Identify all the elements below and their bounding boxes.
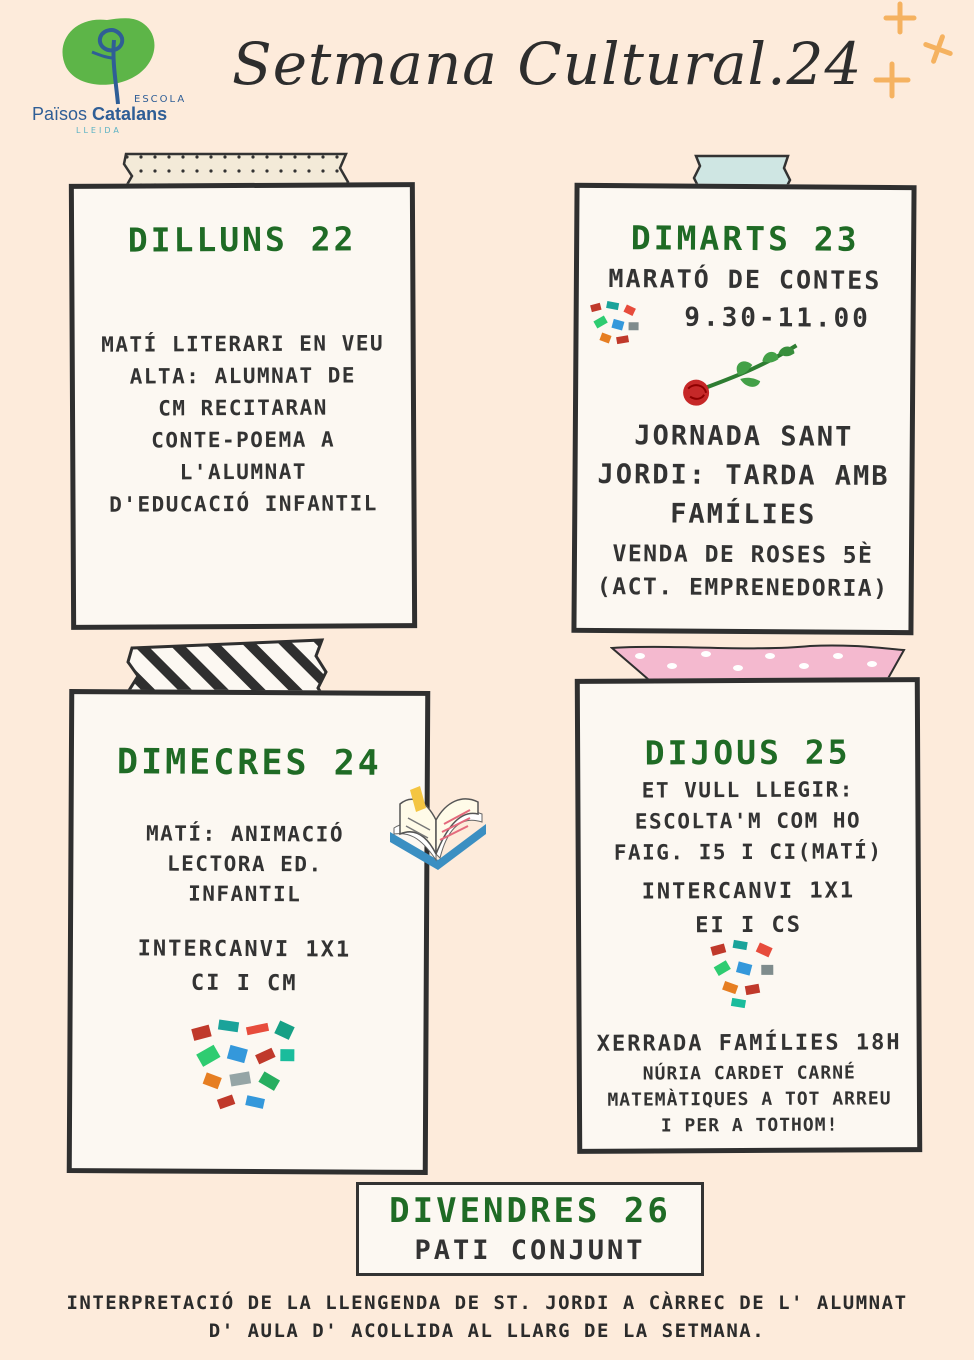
- thursday-et-vull-llegir: ET VULL LLEGIR: ESCOLTA'M COM HO FAIG. I…: [613, 777, 883, 865]
- monday-description: MATÍ LITERARI EN VEU ALTA: ALUMNAT DE CM…: [101, 331, 385, 517]
- books-cluster-icon: [191, 1019, 295, 1110]
- books-cluster-icon: [710, 939, 774, 1009]
- thursday-intercanvi: INTERCANVI 1X1 EI I CS: [641, 878, 856, 939]
- school-logo: ESCOLA Països Catalans LLEIDA: [28, 12, 203, 135]
- day-title-friday: DIVENDRES 26: [389, 1191, 671, 1231]
- logo-tree-icon: [62, 18, 155, 105]
- card-friday: DIVENDRES 26 PATI CONJUNT: [356, 1182, 704, 1276]
- page-title: Setmana Cultural.24: [232, 30, 863, 98]
- thursday-xerrada: XERRADA FAMÍLIES 18H: [596, 1030, 902, 1057]
- tuesday-sant-jordi: JORNADA SANT JORDI: TARDA AMB FAMÍLIES: [597, 420, 890, 531]
- rose-icon: [683, 343, 798, 406]
- footer-line-1: INTERPRETACIÓ DE LA LLENGENDA DE ST. JOR…: [66, 1292, 908, 1314]
- footer-line-2: D' AULA D' ACOLLIDA AL LLARG DE LA SETMA…: [208, 1319, 766, 1342]
- card-wednesday: DIMECRES 24 MATÍ: ANIMACIÓ LECTORA ED. I…: [66, 689, 431, 1175]
- logo-school-name: Països Catalans: [32, 104, 168, 124]
- sparkle-icon: [873, 1, 953, 99]
- tuesday-time: 9.30-11.00: [684, 302, 872, 334]
- tuesday-event-marato: MARATÓ DE CONTES: [608, 264, 882, 295]
- wednesday-animacio: MATÍ: ANIMACIÓ LECTORA ED. INFANTIL: [145, 821, 345, 907]
- open-book-icon: [390, 786, 486, 870]
- logo-city: LLEIDA: [76, 126, 122, 135]
- wednesday-intercanvi: INTERCANVI 1X1 CI I CM: [137, 936, 352, 997]
- thursday-xerrada-detail: NÚRIA CARDET CARNÉ MATEMÀTIQUES A TOT AR…: [607, 1062, 892, 1137]
- card-tuesday: DIMARTS 23 MARATÓ DE CONTES 9.30-11.00 J…: [571, 182, 917, 636]
- day-title-monday: DILLUNS 22: [127, 219, 357, 260]
- day-title-wednesday: DIMECRES 24: [116, 742, 382, 784]
- day-title-thursday: DIJOUS 25: [644, 732, 851, 773]
- card-thursday: DIJOUS 25 ET VULL LLEGIR: ESCOLTA'M COM …: [574, 677, 923, 1154]
- tuesday-venda-roses: VENDA DE ROSES 5È (ACT. EMPRENEDORIA): [596, 541, 889, 603]
- day-title-tuesday: DIMARTS 23: [630, 218, 860, 259]
- books-cluster-icon: [590, 301, 639, 345]
- card-monday: DILLUNS 22 MATÍ LITERARI EN VEU ALTA: AL…: [68, 182, 418, 630]
- logo-escola: ESCOLA: [134, 94, 187, 105]
- friday-pati-conjunt: PATI CONJUNT: [414, 1235, 646, 1266]
- footer-note: INTERPRETACIÓ DE LA LLENGENDA DE ST. JOR…: [0, 1290, 974, 1345]
